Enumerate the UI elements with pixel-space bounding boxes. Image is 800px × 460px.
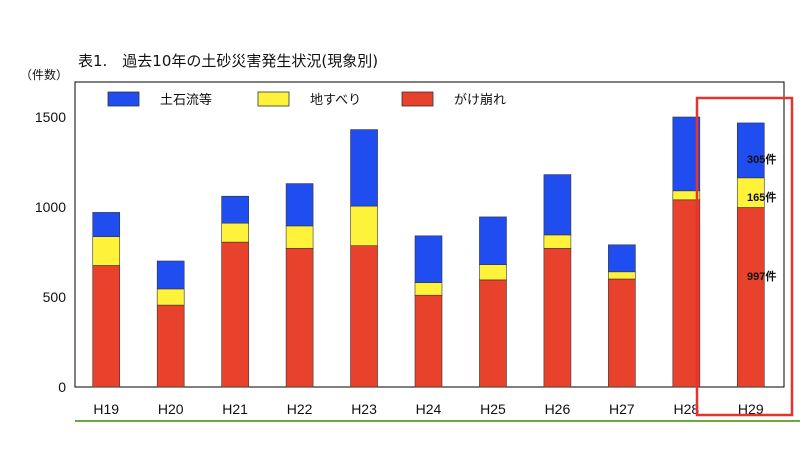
annotation-label: 997件 bbox=[747, 269, 776, 283]
y-axis-ticks: 0 500 1000 1500 bbox=[35, 109, 66, 395]
bar-segment bbox=[221, 195, 249, 224]
chart-title: 表1. 過去10年の土砂災害発生状況(現象別) bbox=[78, 52, 378, 70]
bar-segment bbox=[221, 241, 249, 388]
bar-segment bbox=[479, 264, 507, 281]
bar-segment bbox=[221, 222, 249, 243]
bar-segment bbox=[736, 177, 765, 208]
y-tick-label: 1000 bbox=[35, 199, 66, 215]
legend-label: 地すべり bbox=[310, 93, 361, 108]
y-tick-label: 1500 bbox=[35, 109, 66, 125]
annotation-label: 305件 bbox=[747, 152, 776, 166]
legend-swatch bbox=[401, 91, 434, 107]
bar-segment bbox=[736, 207, 765, 388]
x-tick-label: H26 bbox=[545, 401, 571, 417]
bar-segment bbox=[92, 212, 121, 237]
bar-segment bbox=[156, 304, 185, 388]
bar-segment bbox=[92, 265, 121, 388]
legend-label: 土石流等 bbox=[160, 92, 212, 108]
bar-segment bbox=[414, 294, 443, 388]
x-tick-label: H23 bbox=[351, 401, 377, 417]
x-tick-label: H21 bbox=[222, 401, 248, 417]
bar-segment bbox=[608, 271, 636, 280]
bar-segment bbox=[608, 244, 636, 273]
bar-segment bbox=[736, 122, 765, 179]
bar-segment bbox=[608, 278, 636, 388]
annotation-label: 165件 bbox=[747, 190, 776, 204]
bar-segment bbox=[543, 174, 572, 236]
bar-segment bbox=[672, 116, 701, 192]
bar-segment bbox=[543, 248, 572, 388]
legend-label: がけ崩れ bbox=[454, 93, 506, 108]
x-tick-label: H24 bbox=[416, 401, 442, 417]
x-tick-label: H27 bbox=[609, 401, 635, 417]
x-tick-label: H22 bbox=[287, 401, 313, 417]
bar-segment bbox=[479, 279, 507, 388]
y-tick-label: 0 bbox=[58, 379, 66, 395]
x-axis-ticks: H19 H20 H21 H22 H23 H24 H25 H26 H27 H28 H29 bbox=[93, 401, 763, 417]
legend: 土石流等 地すべり がけ崩れ bbox=[107, 91, 506, 108]
bar-segment bbox=[543, 234, 572, 249]
bar-segment bbox=[414, 282, 443, 296]
bars bbox=[92, 116, 765, 388]
bar-segment bbox=[285, 225, 314, 249]
x-tick-label: H20 bbox=[158, 401, 184, 417]
x-tick-label: H19 bbox=[93, 401, 119, 417]
bar-segment bbox=[479, 216, 507, 265]
bar-segment bbox=[156, 260, 185, 290]
bar-segment bbox=[285, 183, 314, 227]
bar-segment bbox=[350, 205, 378, 247]
y-axis-unit-label: （件数） bbox=[20, 67, 68, 82]
legend-swatch bbox=[257, 91, 290, 107]
annotations: 305件 165件 997件 bbox=[747, 152, 776, 283]
bar-segment bbox=[414, 235, 443, 283]
highlight-box bbox=[695, 96, 794, 417]
legend-swatch bbox=[107, 91, 140, 107]
bar-segment bbox=[350, 129, 378, 207]
bar-segment bbox=[156, 288, 185, 306]
y-tick-label: 500 bbox=[43, 289, 67, 305]
x-tick-label: H28 bbox=[673, 401, 699, 417]
x-tick-label: H25 bbox=[480, 401, 506, 417]
bar-segment bbox=[92, 236, 121, 266]
x-tick-label: H29 bbox=[738, 401, 764, 417]
bar-segment bbox=[285, 248, 314, 388]
bar-segment bbox=[350, 245, 378, 388]
